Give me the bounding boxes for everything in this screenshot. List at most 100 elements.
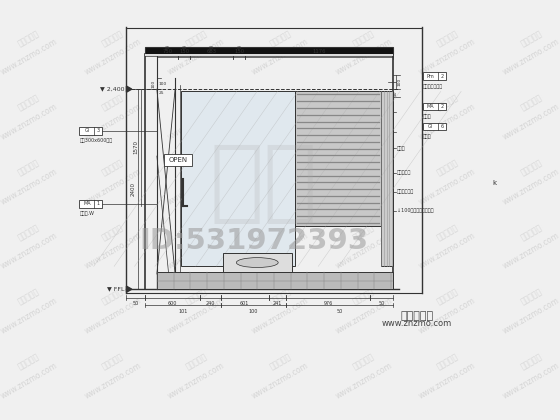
Text: 知末资料库: 知末资料库 <box>184 29 209 48</box>
FancyBboxPatch shape <box>164 154 192 165</box>
Text: 知末资料库: 知末资料库 <box>184 158 209 177</box>
Text: 1: 1 <box>97 202 100 207</box>
Text: 976: 976 <box>323 302 333 306</box>
Text: 知末资料库: 知末资料库 <box>435 223 460 242</box>
Text: www.znzmo.com: www.znzmo.com <box>166 231 226 271</box>
Text: 知末资料库: 知末资料库 <box>519 352 543 371</box>
Text: www.znzmo.com: www.znzmo.com <box>166 37 226 77</box>
Bar <box>80 127 102 135</box>
Text: OPEN: OPEN <box>169 157 188 163</box>
Polygon shape <box>127 286 132 292</box>
Text: 知末资料库: 知末资料库 <box>519 287 543 307</box>
Text: 100: 100 <box>249 309 258 314</box>
Text: 25: 25 <box>181 46 187 50</box>
Text: 零刻卷帘变: 零刻卷帘变 <box>397 170 412 175</box>
Text: www.znzmo.com: www.znzmo.com <box>250 37 310 77</box>
Text: www.znzmo.com: www.znzmo.com <box>83 37 143 77</box>
Text: 50: 50 <box>337 309 343 314</box>
Text: 1176: 1176 <box>312 49 325 54</box>
Text: 知末资料库: 知末资料库 <box>352 93 376 113</box>
Text: www.znzmo.com: www.znzmo.com <box>501 231 560 271</box>
Text: 知末资料库: 知末资料库 <box>435 158 460 177</box>
Text: 100: 100 <box>151 80 155 88</box>
Text: 知末资料库: 知末资料库 <box>100 223 125 242</box>
Text: 知末资料库: 知末资料库 <box>268 352 292 371</box>
Text: 知末资料库: 知末资料库 <box>352 158 376 177</box>
Text: 知末资料库: 知末资料库 <box>352 223 376 242</box>
Text: 知末资料库: 知末资料库 <box>435 352 460 371</box>
Bar <box>181 92 295 266</box>
Text: www.znzmo.com: www.znzmo.com <box>166 102 226 142</box>
Text: www.znzmo.com: www.znzmo.com <box>418 167 477 206</box>
Text: 知末资料库: 知末资料库 <box>100 352 125 371</box>
Text: 25: 25 <box>236 46 242 50</box>
Text: 不锈钢毛巾架: 不锈钢毛巾架 <box>397 189 414 194</box>
Text: 683: 683 <box>207 49 217 54</box>
Text: www.znzmo.com: www.znzmo.com <box>418 231 477 271</box>
Text: www.znzmo.com: www.znzmo.com <box>501 102 560 142</box>
Text: www.znzmo.com: www.znzmo.com <box>83 231 143 271</box>
Text: 知末资料库: 知末资料库 <box>17 287 41 307</box>
Text: 知末资料库: 知末资料库 <box>268 93 292 113</box>
Text: www.znzmo.com: www.znzmo.com <box>166 167 226 206</box>
Text: 2: 2 <box>441 104 444 109</box>
Text: ID:531972393: ID:531972393 <box>139 227 368 255</box>
Polygon shape <box>127 86 132 92</box>
Text: 150: 150 <box>234 49 244 54</box>
Text: www.znzmo.com: www.znzmo.com <box>250 102 310 142</box>
Text: 101: 101 <box>178 309 188 314</box>
Text: www.znzmo.com: www.znzmo.com <box>334 296 394 336</box>
Bar <box>144 54 393 56</box>
Bar <box>80 200 102 208</box>
Text: 知木: 知木 <box>209 139 318 227</box>
Text: 匕ス平.W: 匕ス平.W <box>80 211 94 216</box>
Text: www.znzmo.com: www.znzmo.com <box>334 231 394 271</box>
Text: Pm: Pm <box>427 74 435 79</box>
Bar <box>423 123 446 130</box>
Text: GI: GI <box>84 129 90 134</box>
Text: www.znzmo.com: www.znzmo.com <box>418 361 477 400</box>
Text: www.znzmo.com: www.znzmo.com <box>501 167 560 206</box>
Text: www.znzmo.com: www.znzmo.com <box>501 37 560 77</box>
Text: 知末资料库: 知末资料库 <box>352 287 376 307</box>
Text: 知末资料库: 知末资料库 <box>17 352 41 371</box>
Text: 2400: 2400 <box>130 182 136 196</box>
Text: 弓架置: 弓架置 <box>423 134 432 139</box>
Text: 防瓷砖: 防瓷砖 <box>423 114 432 119</box>
Text: www.znzmo.com: www.znzmo.com <box>418 296 477 336</box>
Text: GI: GI <box>428 124 433 129</box>
Text: 知末资料库: 知末资料库 <box>519 29 543 48</box>
Text: www.znzmo.com: www.znzmo.com <box>418 37 477 77</box>
Text: 知末资料库: 知末资料库 <box>435 287 460 307</box>
Bar <box>144 47 393 54</box>
Text: www.znzmo.com: www.znzmo.com <box>0 231 59 271</box>
Text: 知末资料库: 知末资料库 <box>268 158 292 177</box>
Ellipse shape <box>236 257 278 268</box>
Text: www.znzmo.com: www.znzmo.com <box>83 167 143 206</box>
Text: 知末资料库: 知末资料库 <box>17 223 41 242</box>
Text: www.znzmo.com: www.znzmo.com <box>0 102 59 142</box>
Text: MA: MA <box>83 202 91 207</box>
Text: 知末资料库: 知末资料库 <box>352 29 376 48</box>
Text: 601: 601 <box>240 302 249 306</box>
Text: 40: 40 <box>394 90 398 96</box>
Text: www.znzmo.com: www.znzmo.com <box>0 167 59 206</box>
Text: 知末资料库: 知末资料库 <box>100 158 125 177</box>
Text: 知末资料库: 知末资料库 <box>184 223 209 242</box>
Bar <box>295 92 380 226</box>
Text: www.znzmo.com: www.znzmo.com <box>501 296 560 336</box>
Text: 知末资料库: 知末资料库 <box>100 29 125 48</box>
Text: 1570: 1570 <box>134 140 139 154</box>
Text: www.znzmo.com: www.znzmo.com <box>334 361 394 400</box>
Text: www.znzmo.com: www.znzmo.com <box>0 361 59 400</box>
Text: 知末资料库: 知末资料库 <box>400 311 433 321</box>
Text: www.znzmo.com: www.znzmo.com <box>382 319 452 328</box>
Text: 瓷砖300x600拼花: 瓷砖300x600拼花 <box>80 138 113 143</box>
Text: www.znzmo.com: www.znzmo.com <box>334 102 394 142</box>
Text: 知末资料库: 知末资料库 <box>268 287 292 307</box>
Text: www.znzmo.com: www.znzmo.com <box>250 361 310 400</box>
Text: 知末资料库: 知末资料库 <box>435 29 460 48</box>
Text: www.znzmo.com: www.znzmo.com <box>83 102 143 142</box>
Text: 知末资料库: 知末资料库 <box>184 93 209 113</box>
Text: 知末资料库: 知末资料库 <box>17 93 41 113</box>
